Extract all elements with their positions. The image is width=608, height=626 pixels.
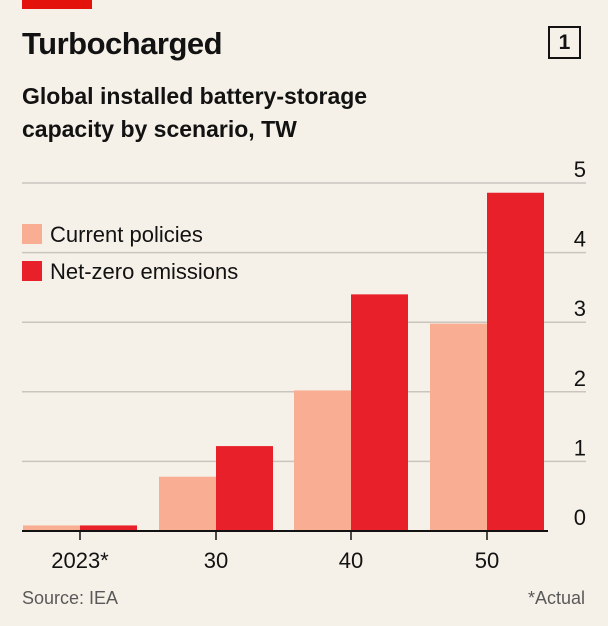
legend-swatch [22,261,42,281]
y-tick-label: 2 [574,366,586,391]
actual-footnote: *Actual [527,588,585,608]
bar-current-policies [159,476,216,531]
bar-current-policies [294,390,351,531]
source-note: Source: IEA [22,588,119,608]
bar-current-policies [430,323,487,531]
x-tick-label: 2023* [51,548,109,573]
bar-net-zero [487,192,544,531]
bar-net-zero [351,294,408,531]
chart-number-badge: 1 [548,26,581,59]
y-tick-label: 3 [574,296,586,321]
y-tick-label: 4 [574,227,586,252]
y-tick-label: 0 [574,505,586,530]
bar-net-zero [216,446,273,531]
subtitle-line-2: capacity by scenario, TW [22,116,297,142]
legend-label: Net-zero emissions [50,259,238,284]
x-tick-label: 40 [339,548,363,573]
legend-label: Current policies [50,222,203,247]
subtitle-line-1: Global installed battery-storage [22,83,368,109]
y-tick-label: 1 [574,435,586,460]
bar-net-zero [80,525,137,531]
x-tick-label: 30 [204,548,228,573]
bar-current-policies [23,525,80,531]
chart-title: Turbocharged [22,26,223,61]
legend-swatch [22,224,42,244]
y-tick-label: 5 [574,157,586,182]
brand-red-tag [22,0,92,9]
chart-subtitle: Global installed battery-storage capacit… [22,80,442,146]
x-tick-label: 50 [475,548,499,573]
